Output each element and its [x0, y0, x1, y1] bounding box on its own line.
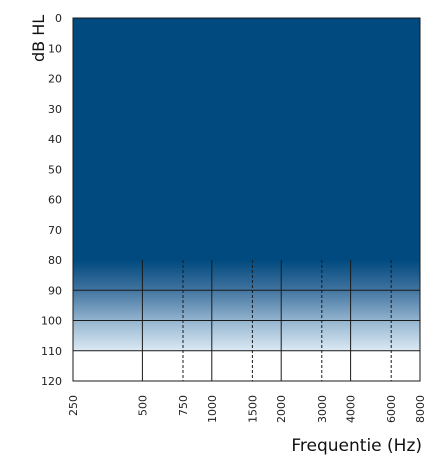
x-tick-label: 1500: [246, 395, 259, 423]
x-tick-label: 500: [136, 395, 149, 416]
y-tick-label: 0: [55, 12, 62, 25]
y-tick-label: 60: [48, 194, 62, 207]
y-axis-label: dB HL: [29, 15, 48, 62]
x-tick-label: 2000: [275, 395, 288, 423]
y-tick-label: 20: [48, 73, 62, 86]
y-tick-label: 70: [48, 224, 62, 237]
y-tick-label: 80: [48, 254, 62, 267]
plot-frame: [72, 17, 421, 382]
y-tick-label: 10: [48, 42, 62, 55]
x-tick-label: 750: [177, 395, 190, 416]
y-tick-label: 90: [48, 284, 62, 297]
solid-fill-region: [73, 18, 420, 260]
y-tick-label: 110: [41, 345, 62, 358]
x-tick-label: 250: [67, 395, 80, 416]
x-axis-label: Frequentie (Hz): [291, 436, 422, 455]
x-tick-label: 1000: [206, 395, 219, 423]
y-tick-label: 40: [48, 133, 62, 146]
y-tick-label: 30: [48, 103, 62, 116]
y-tick-label: 50: [48, 163, 62, 176]
x-tick-label: 8000: [414, 395, 427, 423]
x-tick-label: 3000: [316, 395, 329, 423]
y-tick-label: 100: [41, 315, 62, 328]
x-tick-label: 4000: [345, 395, 358, 423]
y-tick-label: 120: [41, 375, 62, 388]
x-tick-label: 6000: [385, 395, 398, 423]
gradient-fill-region: [73, 260, 420, 351]
